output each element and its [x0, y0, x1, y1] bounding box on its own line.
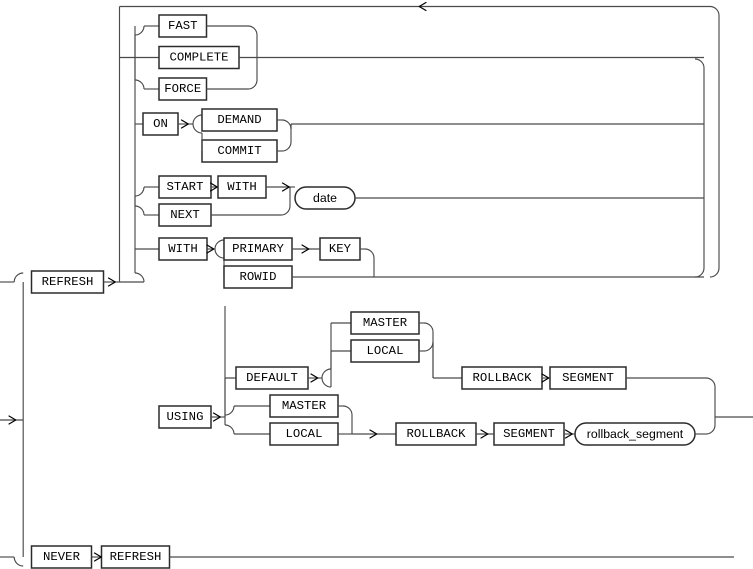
svg-text:USING: USING: [167, 410, 204, 424]
svg-text:ROLLBACK: ROLLBACK: [406, 427, 466, 441]
svg-text:FORCE: FORCE: [164, 82, 201, 96]
svg-text:WITH: WITH: [227, 180, 257, 194]
svg-text:date: date: [313, 191, 337, 205]
svg-text:ON: ON: [153, 117, 168, 131]
svg-text:ROLLBACK: ROLLBACK: [472, 371, 532, 385]
svg-text:KEY: KEY: [329, 242, 352, 256]
svg-text:LOCAL: LOCAL: [367, 344, 404, 358]
svg-text:NEVER: NEVER: [43, 550, 81, 564]
svg-text:DEMAND: DEMAND: [217, 113, 261, 127]
svg-text:DEFAULT: DEFAULT: [246, 371, 298, 385]
svg-text:REFRESH: REFRESH: [42, 275, 94, 289]
svg-text:rollback_segment: rollback_segment: [587, 427, 684, 441]
svg-text:LOCAL: LOCAL: [286, 427, 323, 441]
svg-text:COMPLETE: COMPLETE: [169, 51, 228, 65]
svg-text:COMMIT: COMMIT: [217, 144, 261, 158]
svg-text:NEXT: NEXT: [170, 208, 200, 222]
svg-text:MASTER: MASTER: [282, 399, 327, 413]
svg-text:START: START: [167, 180, 204, 194]
svg-text:MASTER: MASTER: [363, 316, 408, 330]
svg-text:SEGMENT: SEGMENT: [562, 371, 614, 385]
svg-text:WITH: WITH: [168, 242, 198, 256]
svg-text:PRIMARY: PRIMARY: [232, 242, 284, 256]
svg-text:FAST: FAST: [168, 19, 198, 33]
svg-text:REFRESH: REFRESH: [110, 550, 162, 564]
svg-text:SEGMENT: SEGMENT: [503, 427, 555, 441]
svg-text:ROWID: ROWID: [240, 270, 277, 284]
